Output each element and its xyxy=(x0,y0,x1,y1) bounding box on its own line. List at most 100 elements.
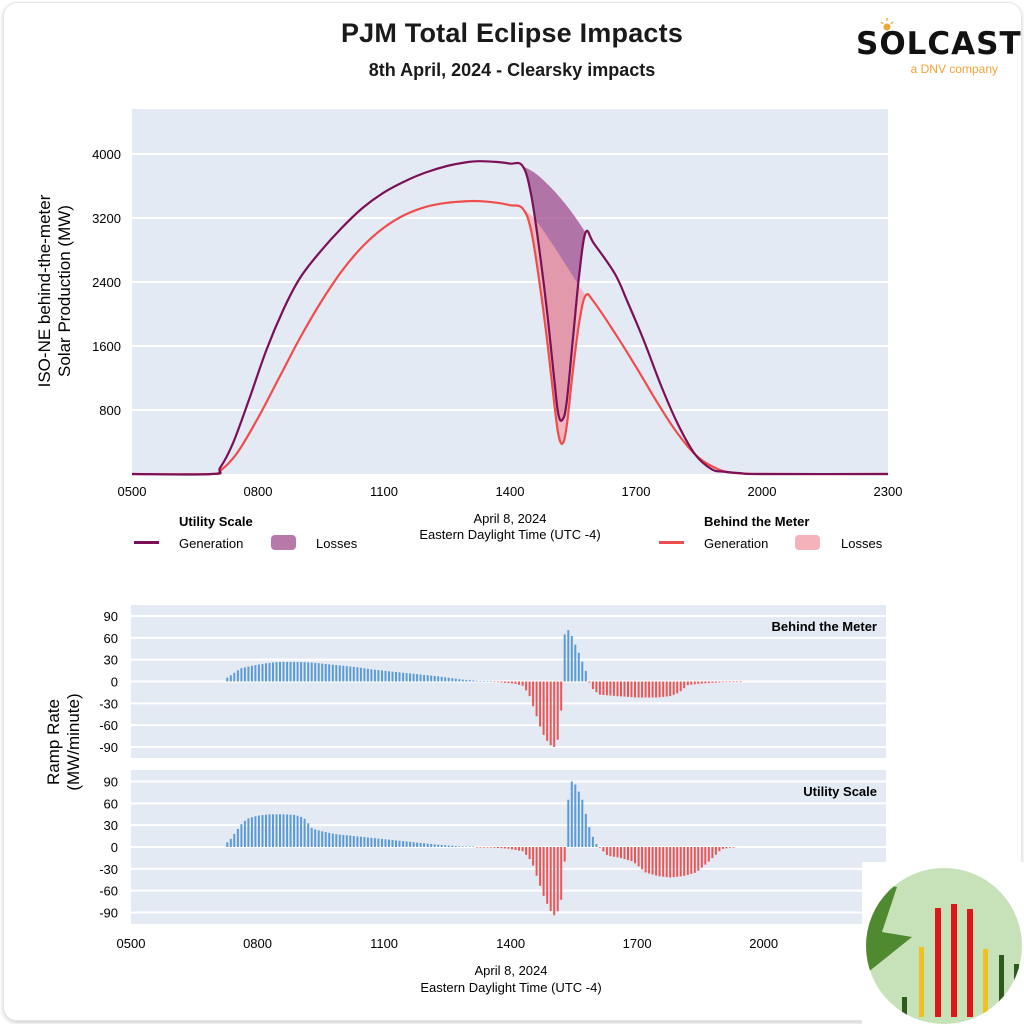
ramp-bar xyxy=(532,681,535,707)
chart-title: PJM Total Eclipse Impacts xyxy=(340,18,684,48)
ramp-bar xyxy=(679,681,682,692)
ramp-bar xyxy=(676,847,679,877)
ramp-x-tick-label: 0800 xyxy=(243,936,272,951)
ramp-bar xyxy=(549,681,552,746)
ramp-y-tick-label: 90 xyxy=(104,775,118,790)
ramp-y-tick-label: -30 xyxy=(99,862,118,877)
ramp-bar xyxy=(447,845,450,847)
ramp-bar xyxy=(570,781,573,847)
ramp-bar xyxy=(588,681,591,683)
ramp-bar xyxy=(359,667,362,682)
ramp-bar xyxy=(250,817,253,847)
ramp-bar xyxy=(521,681,524,686)
top-x-tick-label: 0500 xyxy=(118,484,147,499)
app-badge-icon xyxy=(862,862,1024,1024)
ramp-y-tick-label: -90 xyxy=(99,906,118,921)
ramp-bar xyxy=(567,630,570,682)
ramp-bar xyxy=(686,847,689,875)
top-x-tick-label: 0800 xyxy=(244,484,273,499)
ramp-bar xyxy=(398,840,401,847)
ramp-bar xyxy=(739,681,742,683)
ramp-bar xyxy=(247,666,250,682)
ramp-bar xyxy=(728,681,731,683)
ramp-bar xyxy=(591,836,594,847)
ramp-bar xyxy=(454,846,457,847)
ramp-bar xyxy=(690,847,693,874)
ramp-bar xyxy=(732,681,735,683)
ramp-bar xyxy=(236,829,239,847)
ramp-bar xyxy=(535,681,538,717)
ramp-bar xyxy=(644,847,647,873)
ramp-bar xyxy=(275,814,278,848)
ramp-bar xyxy=(704,681,707,684)
ramp-bar xyxy=(634,847,636,864)
ramp-bar xyxy=(254,665,257,682)
ramp-bar xyxy=(229,675,232,682)
ramp-bar xyxy=(507,681,510,684)
ramp-bar xyxy=(686,681,689,686)
ramp-bar xyxy=(542,681,545,735)
top-y-axis-label-line1: ISO-NE behind-the-meter xyxy=(35,194,54,387)
utility-generation-line xyxy=(131,160,889,476)
ramp-bar xyxy=(356,667,359,682)
ramp-bar xyxy=(479,847,482,848)
ramp-bar xyxy=(233,672,236,682)
ramp-bar xyxy=(359,836,362,847)
ramp-bar xyxy=(609,681,612,696)
ramp-bar xyxy=(430,844,433,847)
ramp-y-tick-label: 90 xyxy=(104,609,118,624)
ramp-bar xyxy=(409,841,412,847)
legend-utility-title: Utility Scale xyxy=(179,514,253,529)
top-x-tick-label: 1700 xyxy=(622,484,651,499)
ramp-y-tick-label: -90 xyxy=(99,740,118,755)
ramp-bar xyxy=(535,847,538,876)
ramp-bar xyxy=(595,844,598,847)
ramp-bar xyxy=(577,652,580,682)
ramp-bar xyxy=(627,681,629,697)
ramp-bar xyxy=(345,835,348,847)
ramp-bar xyxy=(373,669,376,682)
ramp-y-axis-label-line1: Ramp Rate xyxy=(44,699,63,785)
ramp-y-axis-label-line2: (MW/minute) xyxy=(64,693,83,790)
ramp-bar xyxy=(338,665,341,682)
ramp-bar xyxy=(553,847,556,916)
ramp-bar xyxy=(226,842,229,847)
ramp-bar xyxy=(605,847,608,855)
ramp-bar xyxy=(532,847,535,866)
ramp-bar xyxy=(707,681,710,684)
ramp-bar xyxy=(714,847,717,855)
ramp-bar xyxy=(605,681,608,696)
ramp-bar xyxy=(497,681,499,683)
ramp-bar xyxy=(546,847,549,904)
ramp-bar xyxy=(518,847,520,851)
ramp-bar xyxy=(475,680,478,682)
ramp-bar xyxy=(416,674,419,682)
ramp-x-tick-label: 1100 xyxy=(370,936,398,951)
ramp-bar xyxy=(233,833,236,847)
ramp-bar xyxy=(338,834,341,847)
ramp-bar xyxy=(265,663,267,682)
ramp-bar xyxy=(655,681,658,698)
logo-wordmark: SOLCAST xyxy=(856,26,1022,62)
ramp-bar xyxy=(658,847,661,877)
ramp-bar xyxy=(563,847,566,862)
ramp-bar xyxy=(567,799,570,847)
ramp-x-axis-label-line1: April 8, 2024 xyxy=(475,963,548,978)
ramp-bar xyxy=(310,662,313,682)
ramp-bar xyxy=(704,847,707,865)
ramp-bar xyxy=(345,666,348,682)
ramp-bar xyxy=(289,661,292,682)
ramp-bar xyxy=(433,844,436,847)
ramp-bar xyxy=(641,847,644,870)
ramp-bar xyxy=(363,837,366,847)
ramp-bar xyxy=(630,847,633,862)
ramp-bar xyxy=(497,847,499,848)
ramp-bar xyxy=(672,681,675,695)
legend-utility-generation-label: Generation xyxy=(179,536,243,551)
ramp-bar xyxy=(489,680,492,682)
ramp-bar xyxy=(641,681,644,698)
ramp-bar xyxy=(482,847,485,848)
ramp-bar xyxy=(700,681,703,684)
ramp-bar xyxy=(240,668,243,682)
ramp-bar xyxy=(602,847,605,852)
